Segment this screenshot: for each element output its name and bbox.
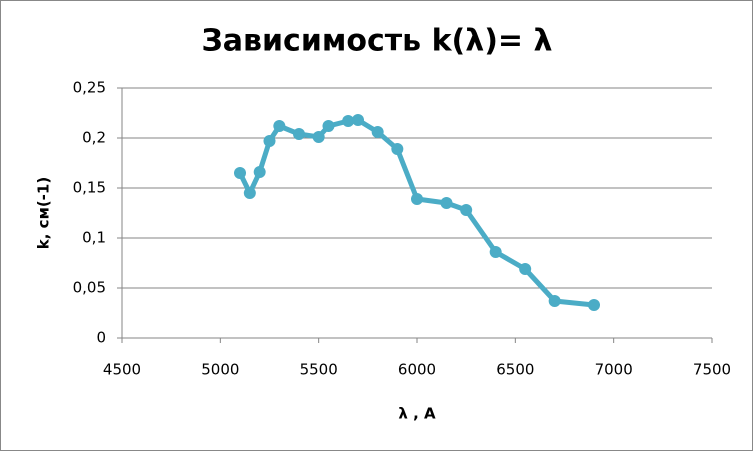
y-tick-label: 0,15 — [73, 179, 106, 197]
data-point — [371, 126, 384, 138]
data-point — [293, 128, 305, 140]
chart-title: Зависимость k(λ)= λ — [201, 24, 552, 59]
data-point — [322, 120, 335, 132]
data-point — [411, 193, 423, 205]
y-tick-label: 0,1 — [82, 229, 106, 247]
data-point — [548, 295, 561, 307]
y-tick-label: 0,2 — [82, 129, 106, 147]
data-point — [342, 115, 355, 127]
data-point — [234, 167, 246, 179]
y-tick-label: 0 — [96, 329, 106, 347]
x-tick-label: 5000 — [201, 361, 239, 379]
data-point — [352, 114, 364, 126]
data-point — [273, 120, 286, 132]
data-point — [253, 166, 266, 178]
data-point — [391, 143, 404, 155]
x-tick-label: 5500 — [300, 361, 338, 379]
x-tick-label: 6000 — [398, 361, 436, 379]
data-point — [263, 135, 276, 147]
data-point — [588, 299, 600, 311]
data-point — [489, 246, 502, 258]
x-axis-label: λ , А — [398, 405, 436, 423]
y-tick-label: 0,05 — [73, 279, 106, 297]
x-tick-label: 7000 — [595, 361, 633, 379]
y-axis-label: k, см(-1) — [35, 177, 53, 249]
data-point — [440, 197, 453, 209]
x-tick-label: 7500 — [693, 361, 731, 379]
x-tick-label: 4500 — [103, 361, 141, 379]
data-point — [243, 187, 256, 199]
data-point — [460, 204, 473, 216]
data-point — [312, 131, 325, 143]
y-tick-label: 0,25 — [73, 79, 106, 97]
x-tick-label: 6500 — [496, 361, 534, 379]
data-point — [519, 263, 532, 275]
